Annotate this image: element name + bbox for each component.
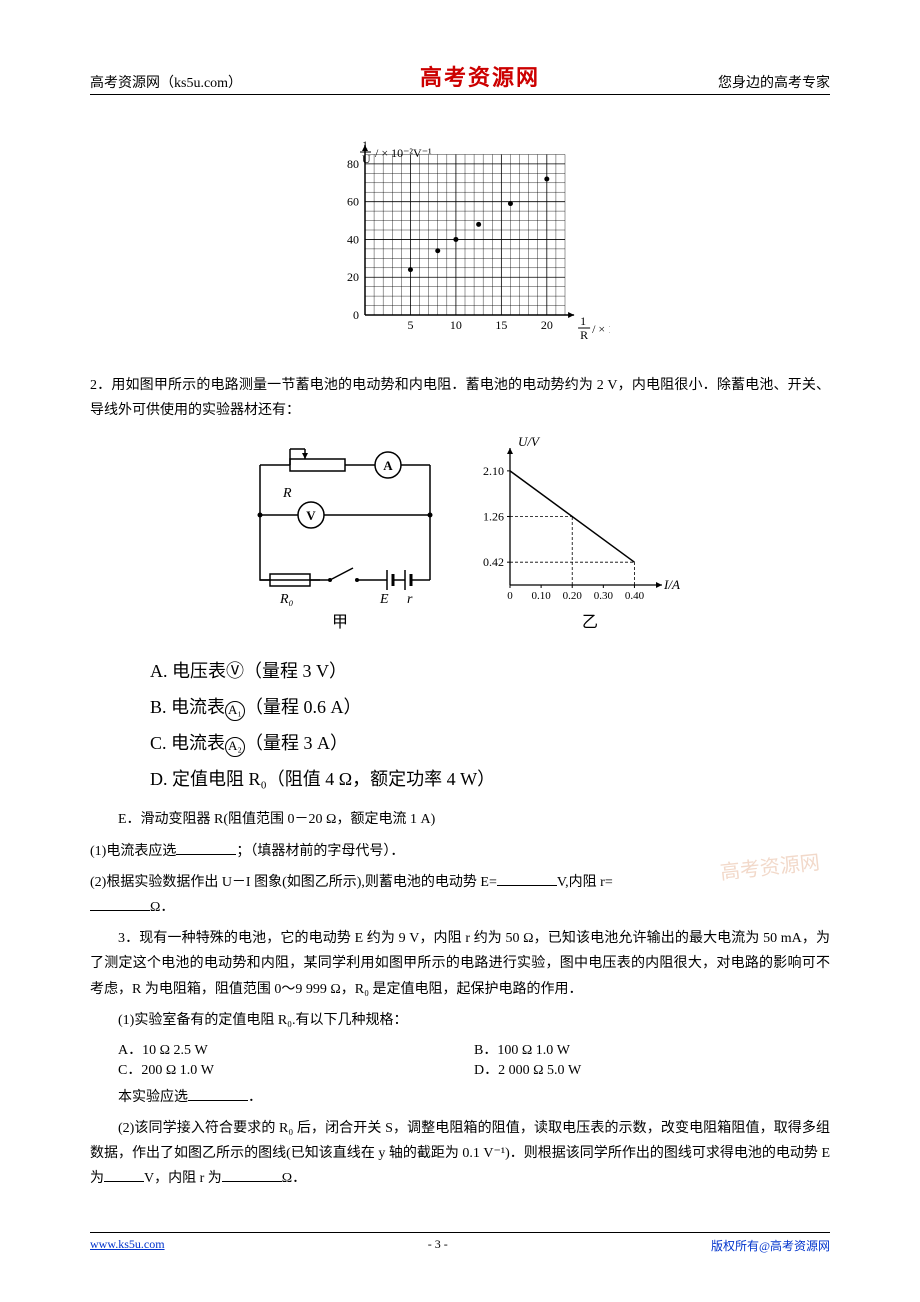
blank-r2[interactable] — [222, 1167, 282, 1182]
svg-text:40: 40 — [347, 232, 359, 246]
svg-text:1.26: 1.26 — [483, 510, 504, 524]
svg-text:U/V: U/V — [518, 435, 541, 449]
q2-sub2-mid: V,内阻 r= — [557, 875, 613, 890]
svg-text:0: 0 — [507, 590, 513, 602]
page-header: 高考资源网（ks5u.com） 高考资源网 您身边的高考专家 — [90, 60, 830, 95]
svg-text:/ × 10⁻²V⁻¹: / × 10⁻²V⁻¹ — [375, 146, 432, 160]
header-right: 您身边的高考专家 — [718, 72, 830, 92]
svg-text:R: R — [580, 328, 588, 342]
q3-sub1-tail: 本实验应选 ． — [118, 1085, 830, 1110]
svg-text:80: 80 — [347, 157, 359, 171]
svg-text:0.30: 0.30 — [594, 590, 614, 602]
page-footer: www.ks5u.com - 3 - 版权所有@高考资源网 — [90, 1232, 830, 1254]
q3-sub2-mid: V，内阻 r 为 — [144, 1171, 222, 1186]
svg-text:R: R — [282, 486, 292, 501]
blank-r0[interactable] — [188, 1086, 248, 1101]
blank-e2[interactable] — [104, 1167, 144, 1182]
svg-text:5: 5 — [407, 318, 413, 332]
svg-text:2.10: 2.10 — [483, 464, 504, 478]
svg-text:r: r — [407, 592, 413, 607]
circuit-diagram: A RV R₀ Er 甲 — [235, 435, 455, 635]
svg-text:E: E — [379, 592, 389, 607]
header-center: 高考资源网 — [420, 60, 540, 92]
q3-choice-d: D．2 000 Ω 5.0 W — [474, 1059, 830, 1079]
circled-a1-icon: A₁ — [225, 701, 245, 721]
opt-c-pre: C. 电流表 — [150, 733, 225, 753]
svg-text:I/A: I/A — [663, 577, 680, 592]
svg-text:A: A — [383, 458, 393, 473]
q3-choice-a: A．10 Ω 2.5 W — [118, 1039, 474, 1059]
svg-text:0: 0 — [353, 308, 359, 322]
circuit-graph-row: A RV R₀ Er 甲 0.42 1.26 2.10 0 0.10 0.20 0.30 0.40 U/… — [90, 435, 830, 635]
svg-text:60: 60 — [347, 195, 359, 209]
option-d: D. 定值电阻 R₀（阻值 4 Ω，额定功率 4 W） — [150, 761, 830, 797]
q3-p1: 3．现有一种特殊的电池，它的电动势 E 约为 9 V，内阻 r 约为 50 Ω，… — [90, 926, 830, 1002]
q3-choice-c: C．200 Ω 1.0 W — [118, 1059, 474, 1079]
svg-text:0.20: 0.20 — [563, 590, 583, 602]
q3-sub1-tail-pre: 本实验应选 — [118, 1090, 188, 1105]
svg-text:V: V — [306, 508, 316, 523]
ui-graph: 0.42 1.26 2.10 0 0.10 0.20 0.30 0.40 U/V I/A 乙 — [455, 435, 685, 635]
q2-sub2-tail: Ω． — [150, 900, 174, 915]
option-c: C. 电流表A₂（量程 3 A） — [150, 725, 830, 761]
q3-choices-row2: C．200 Ω 1.0 W D．2 000 Ω 5.0 W — [118, 1059, 830, 1079]
svg-text:1: 1 — [362, 138, 368, 152]
q3-sub1-head: (1)实验室备有的定值电阻 R₀.有以下几种规格： — [90, 1008, 830, 1033]
q3-sub2-end: Ω． — [282, 1171, 306, 1186]
footer-right: 版权所有@高考资源网 — [711, 1237, 830, 1254]
q2-sub1-pre: (1)电流表应选 — [90, 844, 176, 859]
option-e: E．滑动变阻器 R(阻值范围 0－20 Ω，额定电流 1 A) — [118, 807, 830, 832]
q2-sub1-tail: ；（填器材前的字母代号）． — [236, 844, 404, 859]
blank-ammeter[interactable] — [176, 840, 236, 855]
svg-text:甲: 甲 — [332, 614, 348, 631]
chart-1-svg: 51015200204060801U/ × 10⁻²V⁻¹1R/ × 10⁻²Ω… — [310, 115, 610, 355]
opt-b-pre: B. 电流表 — [150, 697, 225, 717]
svg-text:0.10: 0.10 — [531, 590, 551, 602]
opt-b-post: （量程 0.6 A） — [245, 697, 362, 717]
svg-text:1: 1 — [580, 314, 586, 328]
q2-intro: 2．用如图甲所示的电路测量一节蓄电池的电动势和内电阻．蓄电池的电动势约为 2 V… — [90, 373, 830, 423]
svg-text:10: 10 — [450, 318, 462, 332]
svg-text:/ × 10⁻²Ω⁻¹: / × 10⁻²Ω⁻¹ — [592, 322, 610, 336]
footer-left[interactable]: www.ks5u.com — [90, 1237, 165, 1254]
svg-text:15: 15 — [495, 318, 507, 332]
svg-text:U: U — [362, 152, 371, 166]
q2-sub2-pre: (2)根据实验数据作出 U－I 图象(如图乙所示),则蓄电池的电动势 E= — [90, 875, 497, 890]
blank-emf[interactable] — [497, 871, 557, 886]
q3-choice-b: B．100 Ω 1.0 W — [474, 1039, 830, 1059]
circled-a2-icon: A₂ — [225, 737, 245, 757]
svg-text:0.40: 0.40 — [625, 590, 645, 602]
footer-center: - 3 - — [428, 1237, 448, 1254]
svg-text:20: 20 — [541, 318, 553, 332]
options-large: A. 电压表Ⓥ（量程 3 V） B. 电流表A₁（量程 0.6 A） C. 电流… — [150, 653, 830, 797]
q3-sub1-tail-post: ． — [248, 1090, 262, 1105]
q3-choices-row1: A．10 Ω 2.5 W B．100 Ω 1.0 W — [118, 1039, 830, 1059]
opt-c-post: （量程 3 A） — [245, 733, 348, 753]
header-left: 高考资源网（ks5u.com） — [90, 72, 242, 92]
svg-text:R₀: R₀ — [279, 592, 294, 607]
blank-r[interactable] — [90, 896, 150, 911]
chart-1-container: 51015200204060801U/ × 10⁻²V⁻¹1R/ × 10⁻²Ω… — [90, 115, 830, 355]
option-b: B. 电流表A₁（量程 0.6 A） — [150, 689, 830, 725]
svg-text:0.42: 0.42 — [483, 556, 504, 570]
option-a: A. 电压表Ⓥ（量程 3 V） — [150, 653, 830, 689]
svg-text:20: 20 — [347, 270, 359, 284]
svg-text:乙: 乙 — [582, 614, 598, 631]
q2-sub2: 高考资源网 (2)根据实验数据作出 U－I 图象(如图乙所示),则蓄电池的电动势… — [90, 870, 830, 920]
q3-sub2: (2)该同学接入符合要求的 R₀ 后，闭合开关 S，调整电阻箱的阻值，读取电压表… — [90, 1116, 830, 1192]
